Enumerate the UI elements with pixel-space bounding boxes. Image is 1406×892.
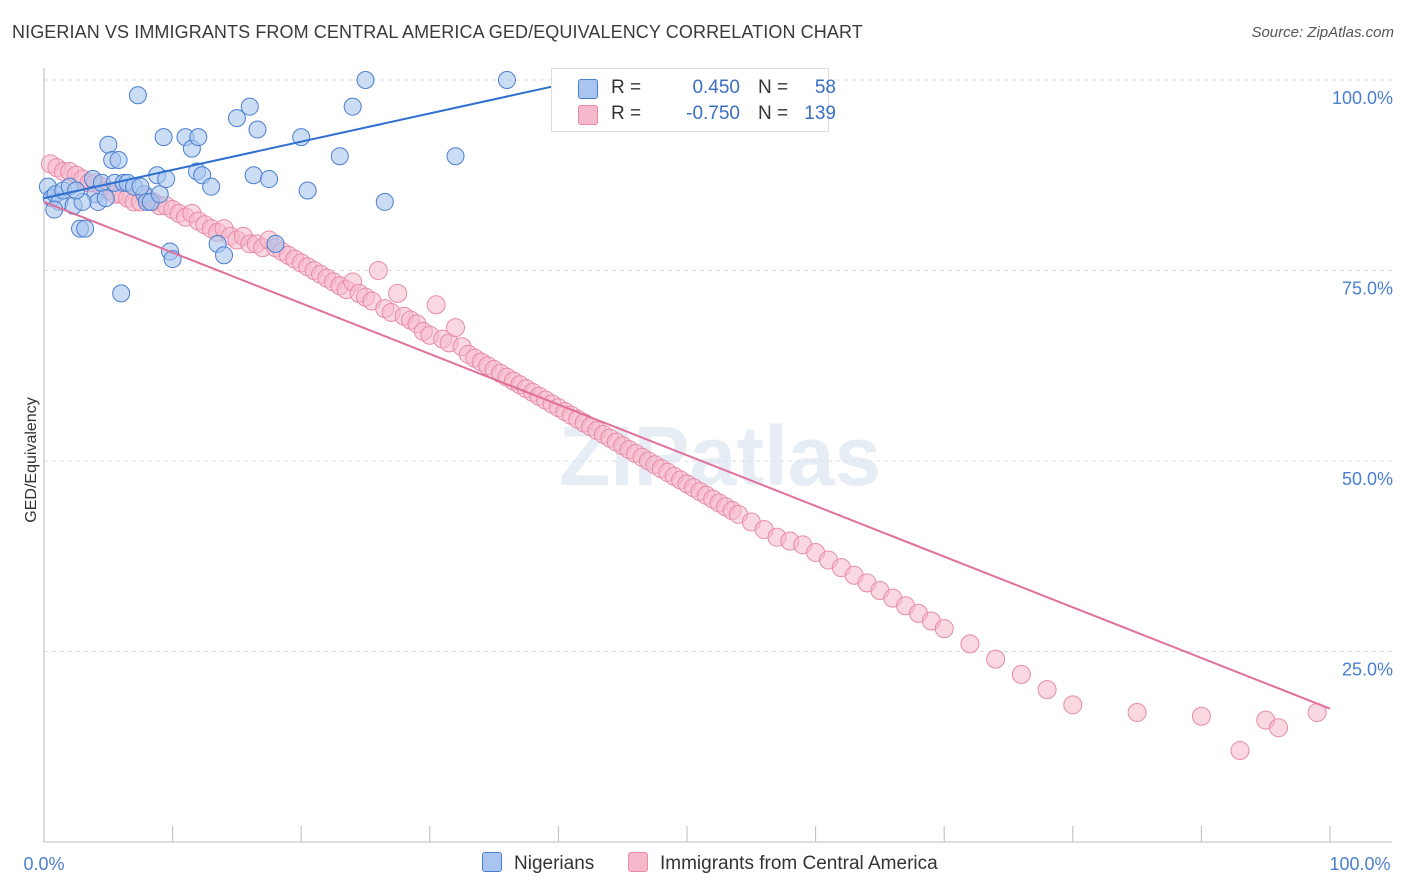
- data-point-immigrants: [960, 634, 980, 654]
- data-point-nigerians: [215, 246, 234, 265]
- data-point-immigrants: [1191, 706, 1211, 726]
- data-point-nigerians: [497, 71, 516, 89]
- x-tick-label: 0.0%: [23, 854, 64, 874]
- data-point-nigerians: [343, 97, 362, 116]
- data-point-nigerians: [131, 177, 150, 196]
- bottom-legend-swatch-immigrants: [628, 852, 648, 872]
- data-point-nigerians: [244, 166, 263, 185]
- data-point-immigrants: [368, 261, 388, 280]
- y-tick-label: 75.0%: [1342, 279, 1393, 299]
- data-point-immigrants: [1127, 702, 1147, 722]
- legend-n-value: 139: [804, 103, 836, 124]
- data-point-nigerians: [248, 120, 267, 139]
- source-credit: Source: ZipAtlas.com: [1251, 24, 1394, 41]
- data-point-nigerians: [154, 128, 173, 147]
- data-point-immigrants: [1011, 664, 1031, 684]
- data-point-nigerians: [330, 147, 349, 166]
- legend-r-label: R =: [611, 103, 642, 124]
- legend-n-label: N =: [758, 77, 789, 98]
- data-point-nigerians: [375, 192, 394, 211]
- axes: [43, 68, 1392, 843]
- x-tick-label: 100.0%: [1329, 854, 1390, 874]
- data-point-immigrants: [426, 295, 446, 315]
- data-point-nigerians: [240, 97, 259, 116]
- trend-line-nigerians: [43, 82, 566, 200]
- data-point-nigerians: [202, 177, 221, 196]
- trend-lines: [43, 82, 1331, 710]
- bottom-legend-swatch-nigerians: [482, 852, 502, 872]
- bottom-legend-label-immigrants: Immigrants from Central America: [660, 853, 938, 874]
- series-nigerians: [38, 71, 516, 303]
- legend-r-value: 0.450: [692, 77, 740, 98]
- chart-title: NIGERIAN VS IMMIGRANTS FROM CENTRAL AMER…: [12, 22, 863, 42]
- stats-legend: R = 0.450 N = 58 R = -0.750 N = 139: [551, 68, 836, 132]
- data-point-immigrants: [1230, 741, 1250, 761]
- data-point-nigerians: [99, 135, 118, 154]
- legend-swatch-nigerians: [578, 79, 598, 99]
- tick-labels: 25.0% 50.0% 75.0% 100.0% 0.0% 100.0%: [23, 88, 1393, 874]
- bottom-legend-nigerians: Nigerians: [482, 852, 594, 875]
- y-tick-label: 50.0%: [1342, 469, 1393, 489]
- y-tick-label: 25.0%: [1342, 660, 1393, 680]
- data-point-nigerians: [260, 170, 279, 189]
- legend-n-label: N =: [758, 103, 789, 124]
- data-point-nigerians: [298, 181, 317, 200]
- data-point-nigerians: [109, 151, 128, 170]
- bottom-legend-immigrants: Immigrants from Central America: [628, 852, 938, 875]
- data-point-nigerians: [76, 219, 95, 238]
- bottom-legend-label-nigerians: Nigerians: [514, 853, 595, 874]
- data-point-immigrants: [446, 318, 466, 338]
- data-point-nigerians: [150, 185, 169, 204]
- data-point-immigrants: [986, 649, 1006, 669]
- data-point-immigrants: [934, 619, 954, 639]
- trend-line-immigrants: [43, 200, 1331, 710]
- data-point-immigrants: [1269, 718, 1289, 738]
- data-point-nigerians: [96, 189, 115, 208]
- legend-swatch-immigrants: [578, 105, 598, 125]
- data-point-nigerians: [112, 284, 131, 303]
- data-point-nigerians: [227, 109, 246, 128]
- data-point-immigrants: [1063, 695, 1083, 715]
- legend-n-value: 58: [814, 77, 836, 98]
- watermark: ZIPatlas: [559, 409, 881, 503]
- data-point-nigerians: [266, 234, 285, 253]
- legend-r-label: R =: [611, 77, 642, 98]
- data-point-immigrants: [388, 283, 408, 303]
- data-point-nigerians: [128, 86, 147, 105]
- y-tick-label: 100.0%: [1332, 88, 1393, 108]
- data-point-nigerians: [446, 147, 465, 166]
- data-point-nigerians: [356, 71, 375, 89]
- grid: [44, 79, 1392, 652]
- y-axis-label: GED/Equivalency: [23, 397, 40, 522]
- legend-r-value: -0.750: [686, 103, 740, 124]
- data-point-nigerians: [189, 128, 208, 147]
- data-point-immigrants: [1037, 680, 1057, 700]
